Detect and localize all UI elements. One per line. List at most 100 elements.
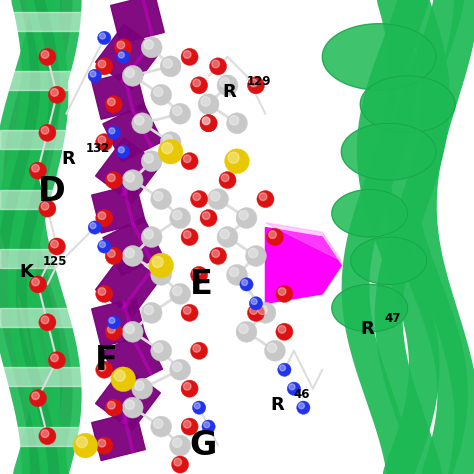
Circle shape	[173, 106, 182, 116]
Circle shape	[239, 210, 248, 220]
Polygon shape	[341, 123, 436, 180]
Circle shape	[88, 69, 101, 82]
Circle shape	[173, 210, 182, 220]
Circle shape	[151, 264, 172, 285]
Circle shape	[100, 242, 105, 247]
Circle shape	[163, 59, 173, 68]
Circle shape	[96, 437, 113, 454]
Circle shape	[287, 382, 301, 395]
Circle shape	[200, 115, 217, 132]
Circle shape	[39, 48, 56, 65]
Text: D: D	[38, 175, 66, 209]
Circle shape	[117, 145, 130, 158]
Text: F: F	[95, 344, 118, 377]
Polygon shape	[322, 24, 436, 90]
Circle shape	[191, 266, 208, 283]
Circle shape	[183, 51, 191, 58]
Circle shape	[210, 58, 227, 75]
Circle shape	[152, 256, 163, 267]
Circle shape	[236, 321, 257, 342]
Circle shape	[193, 345, 201, 352]
Circle shape	[228, 152, 239, 163]
Circle shape	[122, 397, 143, 418]
Polygon shape	[131, 336, 152, 375]
Circle shape	[108, 174, 115, 182]
Circle shape	[181, 304, 198, 321]
Circle shape	[202, 420, 215, 433]
Circle shape	[107, 316, 120, 329]
Circle shape	[198, 94, 219, 115]
Circle shape	[154, 419, 163, 428]
Polygon shape	[265, 223, 341, 261]
Circle shape	[212, 250, 219, 257]
Circle shape	[149, 253, 173, 278]
Circle shape	[141, 37, 162, 58]
Circle shape	[98, 31, 111, 45]
Circle shape	[154, 191, 163, 201]
Polygon shape	[121, 271, 151, 310]
Circle shape	[250, 79, 257, 87]
Circle shape	[125, 68, 135, 78]
Circle shape	[200, 210, 217, 227]
Circle shape	[118, 52, 124, 58]
Circle shape	[247, 77, 264, 94]
Circle shape	[105, 247, 122, 264]
Circle shape	[278, 326, 286, 333]
Circle shape	[117, 50, 130, 64]
Circle shape	[135, 381, 144, 391]
Circle shape	[236, 208, 257, 228]
Circle shape	[227, 113, 247, 134]
Polygon shape	[360, 76, 455, 133]
Polygon shape	[110, 0, 164, 44]
Circle shape	[183, 383, 191, 390]
Circle shape	[200, 115, 217, 132]
Polygon shape	[121, 385, 151, 424]
Circle shape	[29, 276, 46, 293]
Circle shape	[289, 384, 295, 390]
Polygon shape	[91, 411, 146, 461]
Text: G: G	[190, 429, 217, 462]
Circle shape	[51, 89, 58, 96]
Circle shape	[257, 191, 274, 208]
Circle shape	[191, 191, 208, 208]
Circle shape	[181, 228, 198, 246]
Circle shape	[267, 343, 277, 353]
Circle shape	[141, 302, 162, 323]
Circle shape	[151, 189, 172, 210]
Circle shape	[210, 247, 227, 264]
Circle shape	[250, 307, 257, 314]
Circle shape	[193, 269, 201, 276]
Circle shape	[96, 58, 113, 75]
Circle shape	[170, 359, 191, 380]
Circle shape	[227, 264, 247, 285]
Polygon shape	[123, 414, 134, 453]
Circle shape	[172, 456, 189, 473]
Circle shape	[201, 97, 210, 106]
Circle shape	[141, 151, 162, 172]
Circle shape	[105, 399, 122, 416]
Circle shape	[163, 135, 173, 144]
Circle shape	[39, 428, 56, 445]
Polygon shape	[123, 187, 134, 225]
Circle shape	[122, 321, 143, 342]
Circle shape	[108, 250, 115, 257]
Circle shape	[76, 437, 87, 447]
Circle shape	[278, 363, 291, 376]
Circle shape	[154, 267, 163, 277]
Circle shape	[125, 324, 135, 334]
Circle shape	[29, 162, 46, 179]
Circle shape	[219, 172, 236, 189]
Circle shape	[107, 126, 120, 139]
Circle shape	[96, 134, 113, 151]
Circle shape	[141, 227, 162, 247]
Circle shape	[208, 189, 228, 210]
Circle shape	[122, 65, 143, 86]
Circle shape	[217, 227, 238, 247]
Circle shape	[41, 51, 49, 58]
Circle shape	[194, 403, 200, 409]
Circle shape	[297, 401, 310, 414]
Polygon shape	[96, 138, 160, 203]
Circle shape	[90, 71, 96, 77]
Circle shape	[108, 326, 115, 333]
Circle shape	[98, 439, 106, 447]
